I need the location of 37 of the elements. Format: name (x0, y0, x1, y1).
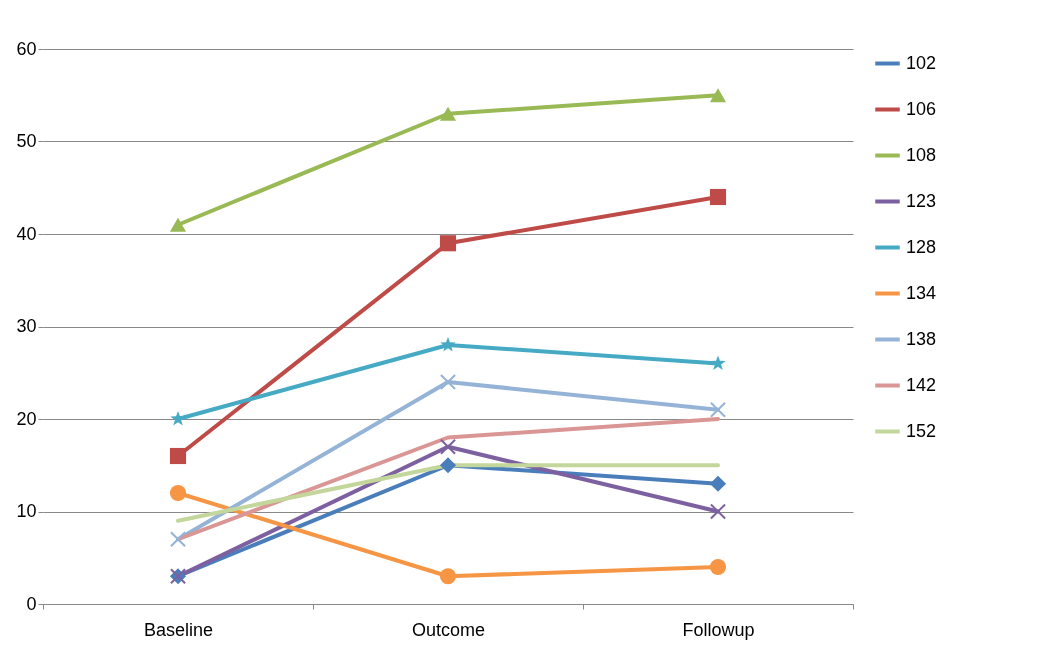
y-tick-label: 50 (16, 131, 37, 151)
y-tick-label: 60 (16, 38, 37, 59)
point (169, 217, 187, 232)
y-tick-label: 20 (16, 408, 37, 429)
point (439, 457, 457, 474)
point (439, 568, 457, 585)
x-tick-label: Baseline (143, 619, 214, 640)
x-tick-label: Followup (682, 619, 755, 640)
point (709, 558, 727, 576)
legend-label: 128 (906, 236, 937, 257)
legend-label: 138 (906, 328, 937, 349)
point (439, 235, 457, 252)
point (440, 336, 456, 352)
point (709, 503, 727, 520)
point (169, 484, 187, 502)
legend-label: 142 (906, 374, 937, 395)
point (709, 188, 727, 206)
point (709, 401, 727, 418)
legend-label: 102 (906, 52, 937, 73)
point (439, 106, 457, 121)
legend-label: 108 (906, 144, 937, 165)
point (710, 355, 726, 371)
legend-label: 134 (906, 282, 937, 303)
x-tick-label: Outcome (411, 619, 486, 640)
point (709, 88, 727, 103)
legend-label: 106 (906, 98, 937, 119)
point (439, 373, 457, 391)
y-tick-label: 30 (16, 316, 37, 336)
legend-label: 123 (906, 190, 937, 211)
y-tick-label: 10 (16, 501, 37, 521)
point (169, 447, 187, 465)
legend-label: 152 (906, 420, 937, 441)
point (709, 475, 727, 492)
y-tick-label: 0 (26, 593, 37, 614)
y-tick-label: 40 (16, 223, 37, 244)
point (169, 531, 187, 548)
point (439, 438, 457, 455)
